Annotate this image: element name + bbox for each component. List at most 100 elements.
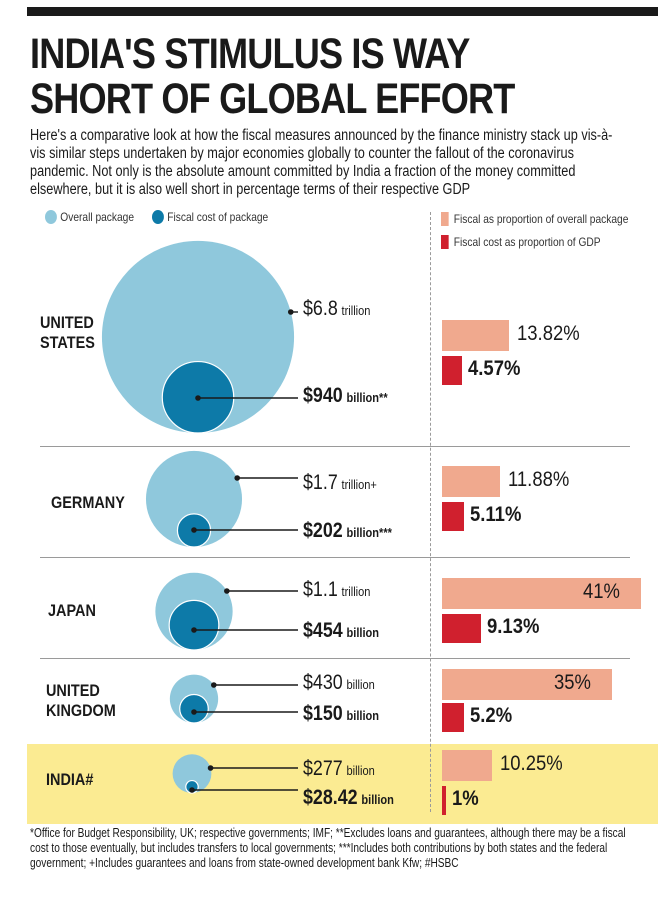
- japan-fiscal-amount: $454: [303, 619, 343, 642]
- uk-overall-leader-dot: [210, 682, 217, 688]
- subtitle: Here's a comparative look at how the fis…: [30, 127, 613, 198]
- legend-overall: Overall package: [45, 210, 134, 224]
- row-divider: [40, 557, 630, 558]
- uk-overall-amount: $430: [303, 671, 343, 694]
- germany-overall-label: $1.7 trillion+: [303, 471, 377, 495]
- us-fiscal-leader-dot: [195, 395, 201, 401]
- india-pkg-share-bar: [442, 750, 492, 781]
- us-pkg-share-bar: [442, 320, 510, 351]
- uk-fiscal-amount: $150: [303, 702, 343, 725]
- germany-overall-bubble: [145, 450, 243, 547]
- page-title: INDIA'S STIMULUS IS WAY SHORT OF GLOBAL …: [30, 32, 551, 122]
- germany-pkg-share-bar: [442, 466, 500, 497]
- uk-pkg-share-bar: [442, 669, 612, 700]
- uk-gdp-share-bar: [442, 703, 465, 732]
- india-gdp-share-bar: [442, 786, 447, 815]
- japan-fiscal-unit: billion: [346, 625, 380, 640]
- legend-fiscal-swatch: [152, 210, 164, 224]
- us-overall-label: $6.8 trillion: [303, 297, 370, 321]
- germany-overall-leader-dot: [234, 475, 241, 481]
- uk-fiscal-label: $150 billion: [303, 702, 379, 726]
- uk-fiscal-unit: billion: [346, 708, 380, 723]
- germany-pkg-share-label: 11.88%: [507, 468, 569, 491]
- country-us-line1: UNITED: [40, 313, 94, 332]
- country-uk-line2: KINGDOM: [46, 701, 116, 720]
- japan-pkg-share-bar: [442, 578, 641, 609]
- us-fiscal-unit: billion**: [346, 390, 388, 405]
- us-fiscal-label: $940 billion**: [303, 384, 388, 408]
- legend-gdp-label: Fiscal cost as proportion of GDP: [453, 235, 601, 249]
- us-overall-bubble: [101, 240, 295, 433]
- top-rule: [27, 7, 658, 16]
- india-overall-label: $277 billion: [303, 757, 375, 781]
- country-label-germany: GERMANY: [51, 493, 125, 513]
- india-overall-amount: $277: [303, 757, 343, 780]
- germany-fiscal-label: $202 billion***: [303, 519, 392, 543]
- uk-gdp-share-label: 5.2%: [470, 704, 513, 727]
- uk-fiscal-bubble: [179, 693, 209, 724]
- japan-overall-label: $1.1 trillion: [303, 578, 370, 602]
- legend-pkg-swatch: [441, 212, 449, 226]
- legend-overall-label: Overall package: [60, 210, 135, 224]
- country-japan: JAPAN: [48, 601, 96, 620]
- germany-fiscal-unit: billion***: [346, 525, 392, 540]
- country-label-india: INDIA#: [46, 770, 93, 790]
- legend-fiscal-label: Fiscal cost of package: [167, 210, 269, 224]
- row-divider: [40, 446, 630, 447]
- legend-fiscal: Fiscal cost of package: [152, 210, 268, 224]
- japan-pkg-share-label: 41%: [582, 580, 620, 603]
- india-gdp-share-label: 1%: [452, 787, 480, 810]
- country-germany: GERMANY: [51, 493, 125, 512]
- germany-overall-amount: $1.7: [303, 471, 338, 494]
- us-fiscal-amount: $940: [303, 384, 343, 407]
- india-overall-unit: billion: [346, 763, 375, 778]
- uk-overall-label: $430 billion: [303, 671, 375, 695]
- japan-overall-amount: $1.1: [303, 578, 338, 601]
- india-fiscal-label: $28.42 billion: [303, 786, 394, 810]
- germany-gdp-share-label: 5.11%: [469, 503, 522, 526]
- us-gdp-share-bar: [442, 356, 462, 385]
- country-label-us: UNITED STATES: [40, 313, 95, 353]
- japan-fiscal-bubble: [168, 599, 220, 651]
- country-label-uk: UNITED KINGDOM: [46, 681, 116, 721]
- india-overall-leader-dot: [207, 765, 214, 771]
- us-overall-amount: $6.8: [303, 297, 338, 320]
- country-us-line2: STATES: [40, 333, 95, 352]
- india-highlight-band: [27, 744, 658, 824]
- india-pkg-share-label: 10.25%: [499, 752, 563, 775]
- japan-overall-leader-dot: [224, 588, 230, 594]
- uk-fiscal-leader-dot: [191, 709, 197, 715]
- us-overall-unit: trillion: [341, 303, 371, 318]
- us-pkg-share-label: 13.82%: [517, 322, 580, 345]
- country-label-japan: JAPAN: [48, 601, 96, 621]
- legend-gdp-share: Fiscal cost as proportion of GDP: [441, 235, 601, 249]
- germany-gdp-share-bar: [442, 502, 464, 531]
- japan-overall-unit: trillion: [341, 584, 371, 599]
- title-line-2: SHORT OF GLOBAL EFFORT: [30, 75, 515, 123]
- uk-pkg-share-label: 35%: [553, 671, 591, 694]
- japan-gdp-share-label: 9.13%: [487, 615, 540, 638]
- us-gdp-share-label: 4.57%: [467, 357, 521, 380]
- country-india: INDIA#: [46, 770, 94, 789]
- column-divider: [430, 212, 431, 812]
- germany-fiscal-amount: $202: [303, 519, 343, 542]
- legend-overall-swatch: [45, 210, 57, 224]
- legend-pkg-label: Fiscal as proportion of overall package: [453, 212, 629, 226]
- uk-overall-unit: billion: [346, 677, 375, 692]
- legend-pkg-share: Fiscal as proportion of overall package: [441, 212, 628, 226]
- japan-gdp-share-bar: [442, 614, 482, 643]
- japan-fiscal-leader-dot: [191, 627, 197, 633]
- india-fiscal-unit: billion: [361, 792, 394, 807]
- india-fiscal-leader-dot: [189, 787, 195, 793]
- legend-gdp-swatch: [441, 235, 449, 249]
- us-overall-leader-dot: [287, 309, 294, 315]
- footnote: *Office for Budget Responsibility, UK; r…: [30, 826, 626, 870]
- country-uk-line1: UNITED: [46, 681, 100, 700]
- germany-fiscal-leader-dot: [191, 527, 197, 533]
- row-divider: [40, 658, 630, 659]
- india-fiscal-amount: $28.42: [303, 786, 358, 809]
- title-line-1: INDIA'S STIMULUS IS WAY: [30, 30, 470, 78]
- germany-overall-unit: trillion+: [341, 477, 377, 492]
- japan-fiscal-label: $454 billion: [303, 619, 379, 643]
